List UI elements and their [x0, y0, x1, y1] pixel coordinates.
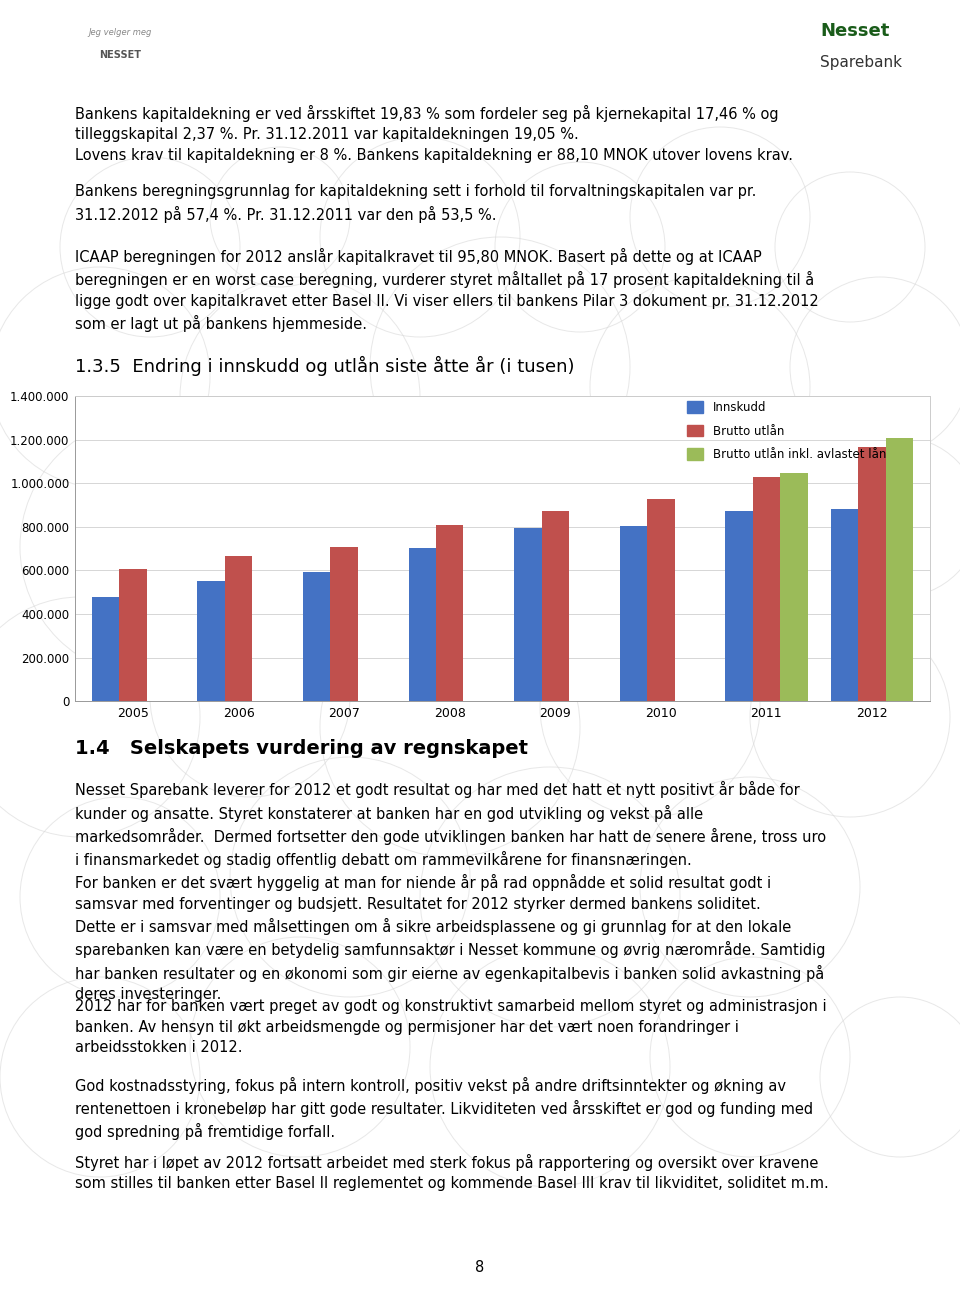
Bar	[780, 473, 807, 702]
Text: Nesset Sparebank leverer for 2012 et godt resultat og har med det hatt et nytt p: Nesset Sparebank leverer for 2012 et god…	[75, 781, 827, 868]
Bar	[92, 597, 119, 702]
Text: 1.3.5  Endring i innskudd og utlån siste åtte år (i tusen): 1.3.5 Endring i innskudd og utlån siste …	[75, 357, 574, 376]
Text: NESSET: NESSET	[99, 51, 141, 60]
Text: Jeg velger meg: Jeg velger meg	[88, 29, 152, 38]
Bar	[303, 572, 330, 702]
Bar	[409, 549, 436, 702]
Bar	[330, 547, 358, 702]
Bar	[515, 528, 541, 702]
Bar	[858, 447, 886, 702]
Bar	[725, 511, 753, 702]
Bar	[225, 556, 252, 702]
Legend: Innskudd, Brutto utlån, Brutto utlån inkl. avlastet lån: Innskudd, Brutto utlån, Brutto utlån ink…	[682, 396, 891, 466]
Text: God kostnadsstyring, fokus på intern kontroll, positiv vekst på andre driftsinnt: God kostnadsstyring, fokus på intern kon…	[75, 1077, 813, 1140]
Bar	[198, 581, 225, 702]
Text: Bankens beregningsgrunnlag for kapitaldekning sett i forhold til forvaltningskap: Bankens beregningsgrunnlag for kapitalde…	[75, 184, 756, 223]
Text: ICAAP beregningen for 2012 anslår kapitalkravet til 95,80 MNOK. Basert på dette : ICAAP beregningen for 2012 anslår kapita…	[75, 248, 819, 332]
Text: Sparebank: Sparebank	[820, 54, 902, 70]
Bar	[436, 525, 464, 702]
Bar	[647, 498, 675, 702]
Text: 8: 8	[475, 1259, 485, 1275]
Text: Nesset: Nesset	[820, 22, 889, 40]
Bar	[753, 477, 780, 702]
Bar	[886, 438, 913, 702]
Bar	[119, 569, 147, 702]
Text: 2012 har for banken vært preget av godt og konstruktivt samarbeid mellom styret : 2012 har for banken vært preget av godt …	[75, 999, 827, 1054]
Text: 1.4   Selskapets vurdering av regnskapet: 1.4 Selskapets vurdering av regnskapet	[75, 739, 528, 759]
Text: For banken er det svært hyggelig at man for niende år på rad oppnådde et solid r: For banken er det svært hyggelig at man …	[75, 874, 826, 1003]
Bar	[541, 511, 569, 702]
Text: Bankens kapitaldekning er ved årsskiftet 19,83 % som fordeler seg på kjernekapit: Bankens kapitaldekning er ved årsskiftet…	[75, 105, 793, 163]
Bar	[830, 508, 858, 702]
Text: Styret har i løpet av 2012 fortsatt arbeidet med sterk fokus på rapportering og : Styret har i løpet av 2012 fortsatt arbe…	[75, 1154, 828, 1192]
Bar	[619, 527, 647, 702]
